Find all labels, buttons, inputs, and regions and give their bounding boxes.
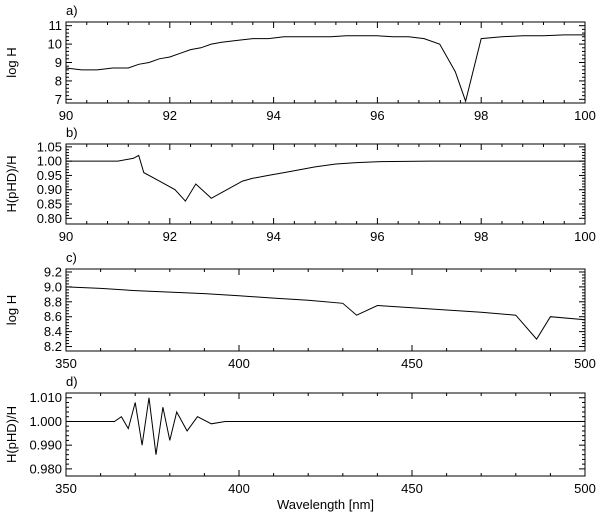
y-tick-label: 11 (49, 18, 63, 33)
panel-b: 90 92 94 96 98 100 0.800.850.900.951.001.05 b) H… (4, 125, 596, 244)
x-tick-label: 450 (401, 356, 423, 371)
y-tick-label: 9.2 (44, 264, 62, 279)
y-tick-label: 9 (55, 55, 62, 70)
x-tick-label: 98 (474, 229, 488, 244)
plot-frame (65, 21, 586, 104)
x-tick-label: 500 (574, 481, 596, 496)
panel-a: 90 92 94 96 98 100 7 8 9 10 11a) log H (4, 3, 596, 123)
series-line (66, 34, 585, 103)
y-tick-label: 1.010 (29, 390, 62, 405)
y-tick-label: 1.05 (37, 139, 62, 154)
y-tick-label: 10 (48, 37, 62, 52)
y-tick-label: 9.0 (44, 279, 62, 294)
x-tick-label: 400 (228, 356, 250, 371)
y-tick-label: 8.6 (44, 309, 62, 324)
x-tick-label: 96 (370, 108, 384, 123)
y-tick-label: 0.90 (37, 182, 62, 197)
y-tick-label: 8.4 (44, 324, 62, 339)
x-tick-label: 350 (55, 481, 77, 496)
y-tick-label: 0.85 (37, 197, 62, 212)
panel-label: a) (66, 3, 78, 18)
y-axis-label: H(pHD)/H (4, 155, 19, 212)
y-tick-label: 0.80 (37, 211, 62, 226)
x-tick-label: 90 (59, 229, 73, 244)
x-tick-label: 92 (163, 229, 177, 244)
y-tick-label: 0.990 (29, 438, 62, 453)
y-tick-label: 1.000 (29, 414, 62, 429)
x-tick-label: 100 (574, 229, 596, 244)
x-axis-label: Wavelength [nm] (277, 497, 374, 512)
x-tick-label: 500 (574, 356, 596, 371)
panel-label: b) (66, 125, 78, 140)
y-tick-label: 0.980 (29, 461, 62, 476)
panel-c: 350 400 450 500 8.28.48.68.89.09.2 c) log H (4, 250, 596, 371)
x-tick-label: 94 (266, 108, 280, 123)
x-tick-label: 100 (574, 108, 596, 123)
y-axis-label: log H (4, 47, 19, 77)
series-line (66, 397, 585, 455)
y-tick-label: 1.00 (37, 154, 62, 169)
plot-frame (65, 392, 586, 477)
plot-frame (65, 268, 586, 352)
y-tick-label: 8.2 (44, 339, 62, 354)
x-tick-label: 450 (401, 481, 423, 496)
y-axis-label: log H (4, 295, 19, 325)
y-tick-label: 8 (55, 73, 62, 88)
x-tick-label: 400 (228, 481, 250, 496)
y-tick-label: 7 (55, 92, 62, 107)
y-tick-label: 0.95 (37, 168, 62, 183)
x-tick-label: 94 (266, 229, 280, 244)
x-tick-label: 350 (55, 356, 77, 371)
x-tick-label: 92 (163, 108, 177, 123)
x-tick-label: 90 (59, 108, 73, 123)
plot-frame (65, 143, 586, 225)
series-line (66, 154, 585, 202)
y-axis-label: H(pHD)/H (4, 406, 19, 463)
panel-d: 350 400 450 500 0.980 0.990 1.000 1.010 d) H(pHD)… (4, 374, 596, 512)
panel-label: c) (66, 250, 77, 265)
y-tick-label: 8.8 (44, 294, 62, 309)
panel-label: d) (66, 374, 78, 389)
series-line (66, 286, 585, 340)
x-tick-label: 98 (474, 108, 488, 123)
x-tick-label: 96 (370, 229, 384, 244)
